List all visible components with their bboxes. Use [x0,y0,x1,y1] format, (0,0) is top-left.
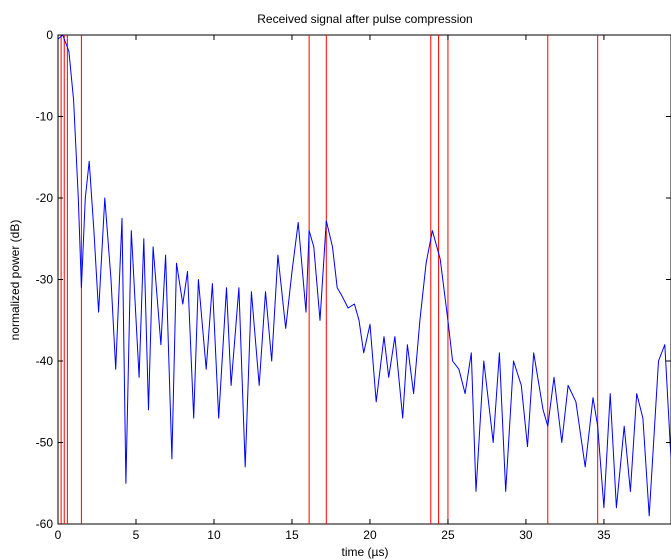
chart-title: Received signal after pulse compression [257,12,472,26]
series-lines [57,34,671,517]
x-tick-label: 25 [441,528,455,542]
x-tick-label: 5 [133,528,140,542]
y-tick-label: -30 [36,273,54,287]
y-tick-label: -10 [36,110,54,124]
signal-series-line [57,34,671,517]
y-tick-label: 0 [46,28,53,42]
y-axis-label: normalized power (dB) [8,220,22,341]
x-axis-ticks: 0 5 10 15 20 25 30 35 [55,35,611,542]
y-tick-label: -60 [36,517,54,531]
x-tick-label: 15 [285,528,299,542]
y-tick-label: -40 [36,354,54,368]
x-tick-label: 10 [207,528,221,542]
y-tick-label: -20 [36,191,54,205]
y-axis-ticks: 0 -10 -20 -30 -40 -50 -60 [36,28,671,531]
x-tick-label: 20 [363,528,377,542]
x-tick-label: 0 [55,528,62,542]
axes-frame [57,34,671,525]
y-tick-label: -50 [36,436,54,450]
x-tick-label: 35 [597,528,611,542]
x-axis-label: time (µs) [342,545,389,559]
marker-lines [60,35,599,524]
x-tick-label: 30 [519,528,533,542]
